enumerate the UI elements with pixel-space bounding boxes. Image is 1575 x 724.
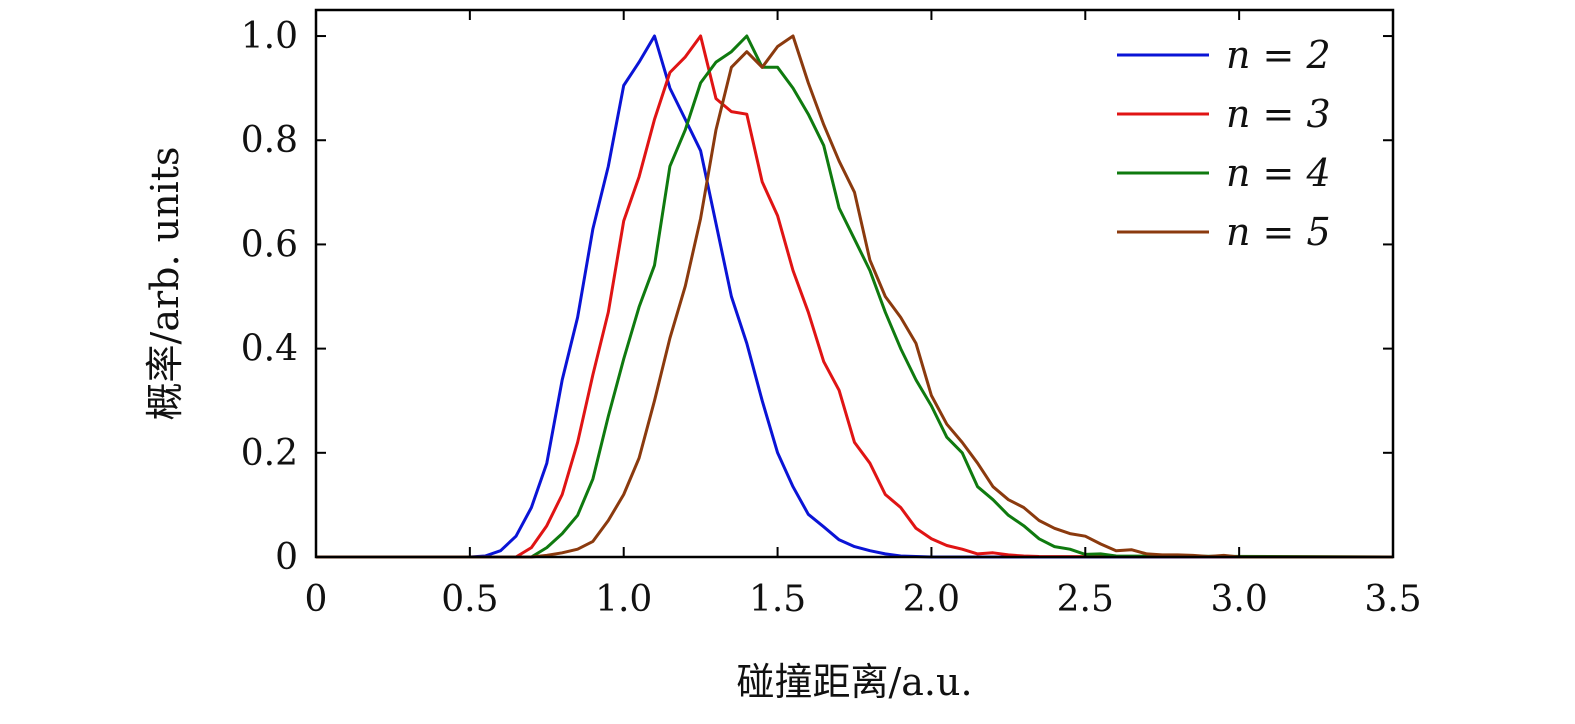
y-tick-label: 0.8 [241, 120, 298, 161]
x-tick-label: 1.5 [749, 579, 806, 620]
x-tick-label: 0 [305, 579, 328, 620]
x-tick-label: 3.0 [1211, 579, 1268, 620]
legend-label: n = 2 [1226, 33, 1331, 77]
y-tick-label: 1.0 [241, 16, 298, 57]
legend-label: n = 4 [1226, 151, 1331, 195]
legend-label: n = 5 [1226, 210, 1331, 254]
x-tick-label: 3.5 [1364, 579, 1421, 620]
y-tick-label: 0.4 [241, 329, 298, 370]
y-axis: 0 0.2 0.4 0.6 0.8 1.0 [241, 16, 1393, 578]
legend: n = 2 n = 3 n = 4 n = 5 [1117, 33, 1331, 254]
y-tick-label: 0.2 [241, 433, 298, 474]
x-tick-label: 0.5 [441, 579, 498, 620]
y-tick-label: 0 [275, 537, 298, 578]
x-axis-title: 碰撞距离/a.u. [736, 660, 972, 704]
y-tick-label: 0.6 [241, 224, 298, 265]
x-tick-label: 2.0 [903, 579, 960, 620]
x-axis: 0 0.5 1.0 1.5 2.0 2.5 3.0 3.5 [305, 10, 1422, 620]
x-tick-label: 2.5 [1057, 579, 1114, 620]
y-axis-title: 概率/arb. units [143, 147, 187, 421]
series-line [316, 34, 1394, 559]
series-line [316, 34, 1393, 559]
x-tick-label: 1.0 [595, 579, 652, 620]
series-line [316, 34, 1394, 559]
legend-label: n = 3 [1226, 92, 1331, 136]
plot-frame [314, 8, 1395, 559]
series-line [316, 34, 1393, 559]
plot-lines [316, 34, 1394, 559]
